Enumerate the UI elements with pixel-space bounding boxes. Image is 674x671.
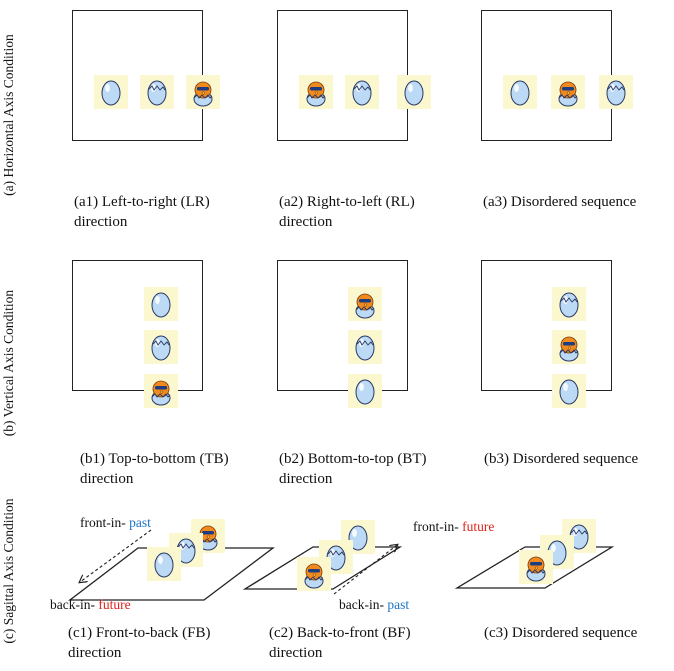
floor-plane-c1 — [68, 547, 275, 601]
caption-a1: (a1) Left-to-right (LR) direction — [74, 192, 210, 232]
c1-tile-1-whole-egg-icon — [147, 547, 181, 581]
panel-b1 — [72, 260, 203, 391]
a2-tile-2-cracked-egg-icon — [345, 75, 379, 109]
panel-a3 — [481, 10, 612, 141]
b3-tile-3-whole-egg-icon — [552, 374, 586, 408]
label-c2-front-word: future — [462, 519, 495, 534]
label-c1-back-prefix: back-in- — [50, 597, 95, 612]
caption-a1-line2: direction — [74, 214, 128, 230]
c2-tile-3-whole-egg-icon — [341, 520, 375, 554]
caption-a2-line1: (a2) Right-to-left (RL) — [279, 194, 415, 210]
label-c2-front-in-future: front-in- future — [413, 519, 494, 535]
label-c1-front-prefix: front-in- — [80, 515, 126, 530]
caption-a2: (a2) Right-to-left (RL) direction — [279, 192, 415, 232]
panel-b3 — [481, 260, 612, 391]
b1-tile-3-hatched-chick-icon — [144, 374, 178, 408]
caption-b2: (b2) Bottom-to-top (BT) direction — [279, 449, 426, 489]
label-c2-front-prefix: front-in- — [413, 519, 459, 534]
label-c1-front-word: past — [129, 515, 151, 530]
b2-tile-1-hatched-chick-icon — [348, 287, 382, 321]
a3-tile-3-cracked-egg-icon — [599, 75, 633, 109]
caption-c1-line2: direction — [68, 645, 122, 661]
b3-tile-2-hatched-chick-icon — [552, 330, 586, 364]
caption-a1-line1: (a1) Left-to-right (LR) — [74, 194, 210, 210]
b1-tile-2-cracked-egg-icon — [144, 330, 178, 364]
label-c2-back-word: past — [387, 597, 410, 612]
caption-c3-line1: (c3) Disordered sequence — [484, 625, 638, 641]
label-c2-back-in-past: back-in- past — [339, 597, 409, 613]
caption-b3-line1: (b3) Disordered sequence — [484, 451, 639, 467]
a2-tile-3-whole-egg-icon — [397, 75, 431, 109]
a3-tile-1-whole-egg-icon — [503, 75, 537, 109]
panel-a1 — [72, 10, 203, 141]
caption-a2-line2: direction — [279, 214, 333, 230]
c3-tile-1-hatched-chick-icon — [519, 550, 553, 584]
label-c1-back-word: future — [98, 597, 131, 612]
caption-c1: (c1) Front-to-back (FB) direction — [68, 623, 210, 663]
a1-tile-1-whole-egg-icon — [94, 75, 128, 109]
b3-tile-1-cracked-egg-icon — [552, 287, 586, 321]
arrow-c1-front-to-back — [80, 529, 152, 582]
caption-a3-line1: (a3) Disordered sequence — [483, 194, 637, 210]
caption-b1: (b1) Top-to-bottom (TB) direction — [80, 449, 229, 489]
a2-tile-1-hatched-chick-icon — [299, 75, 333, 109]
b2-tile-2-cracked-egg-icon — [348, 330, 382, 364]
caption-b2-line2: direction — [279, 471, 333, 487]
a1-tile-3-hatched-chick-icon — [186, 75, 220, 109]
b1-tile-1-whole-egg-icon — [144, 287, 178, 321]
label-c1-back-in-future: back-in- future — [50, 597, 131, 613]
label-c2-back-prefix: back-in- — [339, 597, 384, 612]
caption-c1-line1: (c1) Front-to-back (FB) — [68, 625, 211, 641]
caption-c2: (c2) Back-to-front (BF) direction — [269, 623, 411, 663]
arrow-c2-back-to-front — [333, 545, 397, 595]
caption-a3: (a3) Disordered sequence — [483, 192, 636, 212]
caption-c2-line1: (c2) Back-to-front (BF) — [269, 625, 411, 641]
caption-b3: (b3) Disordered sequence — [484, 449, 638, 469]
c2-tile-1-hatched-chick-icon — [297, 557, 331, 591]
caption-b1-line1: (b1) Top-to-bottom (TB) — [80, 451, 229, 467]
caption-c3: (c3) Disordered sequence — [484, 623, 637, 643]
panel-a2 — [277, 10, 408, 141]
caption-b1-line2: direction — [80, 471, 134, 487]
panel-b2 — [277, 260, 408, 391]
caption-b2-line1: (b2) Bottom-to-top (BT) — [279, 451, 427, 467]
a1-tile-2-cracked-egg-icon — [140, 75, 174, 109]
b2-tile-3-whole-egg-icon — [348, 374, 382, 408]
a3-tile-2-hatched-chick-icon — [551, 75, 585, 109]
caption-c2-line2: direction — [269, 645, 323, 661]
label-c1-front-in-past: front-in- past — [80, 515, 151, 531]
